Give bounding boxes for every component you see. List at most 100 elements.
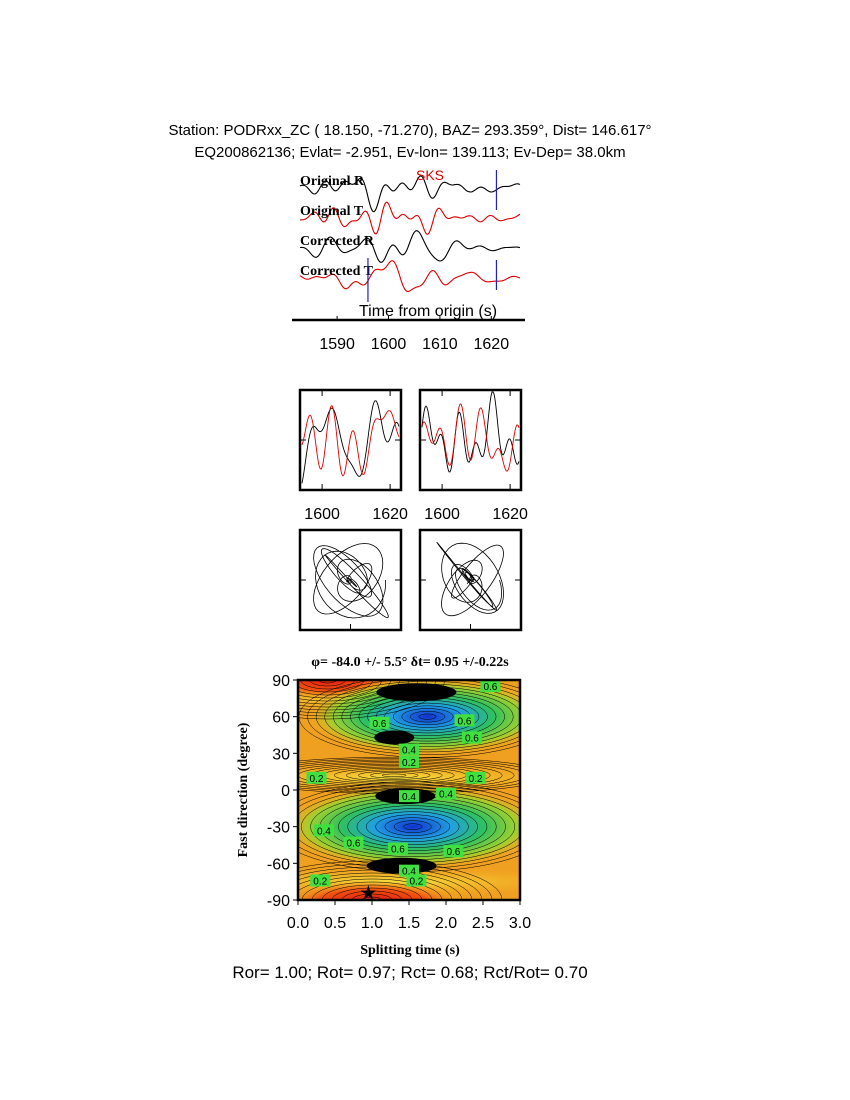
contour-line [298,680,373,696]
x-axis-label: Time from origin (s) [359,303,497,320]
contour-line [384,817,441,836]
contour-label-box [343,836,364,849]
y-axis-label: Fast direction (degree) [236,722,251,857]
y-tick-label: 30 [272,746,290,763]
x-tick-label: 0.0 [287,915,309,932]
trace-label: Corrected T [300,264,374,279]
contour-label-box [313,824,334,837]
x-tick-label: 2.5 [472,915,494,932]
contour-line [366,811,460,842]
contour-label-box [310,874,331,887]
contour-label: 0.2 [469,774,483,785]
trace-label: Original T [300,204,364,219]
contour-line [298,680,400,705]
x-tick-label: 1600 [371,336,407,353]
contour-line [311,881,433,900]
contour-line [298,860,503,900]
x-tick-label: 1620 [372,506,408,523]
trace-label: Corrected R [300,234,375,249]
contour-line [298,869,473,900]
contour-label: 0.4 [402,746,416,757]
contour-line [333,768,455,783]
contour-label: 0.4 [439,790,453,801]
waveform [421,403,520,472]
contour-line [298,680,436,717]
contour-line [307,680,520,755]
particle-motion [436,541,505,617]
contour-line [369,772,419,779]
x-tick-label: 1590 [319,336,355,353]
contour-line [298,875,453,900]
contour-label-box [306,771,327,784]
x-tick-label: 1610 [422,336,458,353]
footer: Ror= 1.00; Rot= 0.97; Rct= 0.68; Rct/Rot… [232,963,587,982]
best-fit: ★ [359,883,377,905]
contour-line [321,884,423,900]
contour-label-box [461,731,482,744]
contour-label-box [406,874,427,887]
x-tick-label: 1.5 [398,915,420,932]
waveform [301,405,400,477]
contour-line [298,680,382,699]
contour-line [361,896,383,900]
contour-label-box [454,714,475,727]
y-tick-label: 0 [281,783,290,800]
field-dense [376,683,457,702]
phase-label: SKS [416,167,444,183]
x-axis-label: Splitting time (s) [360,943,460,958]
contour-line [410,710,445,723]
contour-line [347,805,478,848]
contour-label: 0.6 [391,845,405,856]
waveform [299,175,521,213]
contour-label-box [465,771,486,784]
contour-line [298,759,520,791]
contour-label: 0.6 [465,733,479,744]
x-tick-label: 2.0 [435,915,457,932]
contour-label: 0.4 [317,826,331,837]
trace-label: Original R [300,174,365,189]
contour-label-box [399,755,419,768]
contour-line [301,878,443,900]
contour-line [341,890,403,900]
contour-line [298,756,520,794]
contour-label: 0.4 [402,867,416,878]
y-tick-label: -90 [267,893,290,910]
contour-label: 0.6 [446,847,460,858]
contour-line [403,823,423,830]
contour-line [356,808,469,845]
contour-label: 0.4 [402,792,416,803]
contour-line [418,713,437,720]
contour-label: 0.2 [402,758,416,769]
header-line: EQ200862136; Evlat= -2.951, Ev-lon= 139.… [194,144,625,161]
x-tick-label: 1600 [304,506,340,523]
contour-label-box [399,790,419,803]
contour-line [401,708,454,726]
contour-label: 0.6 [347,839,361,850]
contour-label-box [387,842,408,855]
x-tick-label: 1620 [492,506,528,523]
contour-line [298,680,391,702]
x-tick-label: 1620 [474,336,510,353]
y-tick-label: -30 [267,820,290,837]
contour-label-box [399,864,419,877]
contour-label: 0.2 [313,876,327,887]
x-tick-label: 3.0 [509,915,531,932]
x-tick-label: 1600 [424,506,460,523]
contour-line [298,872,463,900]
contour-label-box [369,716,390,729]
contour-line [298,680,427,714]
contour-line [298,680,409,708]
field-dense [374,730,415,745]
contour-line [331,887,413,900]
contour-line [298,762,503,789]
contour-line [298,761,515,790]
x-tick-label: 0.5 [324,915,346,932]
contour-label: 0.2 [310,774,324,785]
contour-label: 0.2 [409,876,423,887]
contour-label-box [436,787,456,800]
contour-line [357,770,431,780]
contour-line [375,814,451,839]
contour-line [381,773,407,777]
waveform [421,391,520,473]
contour-line [298,680,364,693]
